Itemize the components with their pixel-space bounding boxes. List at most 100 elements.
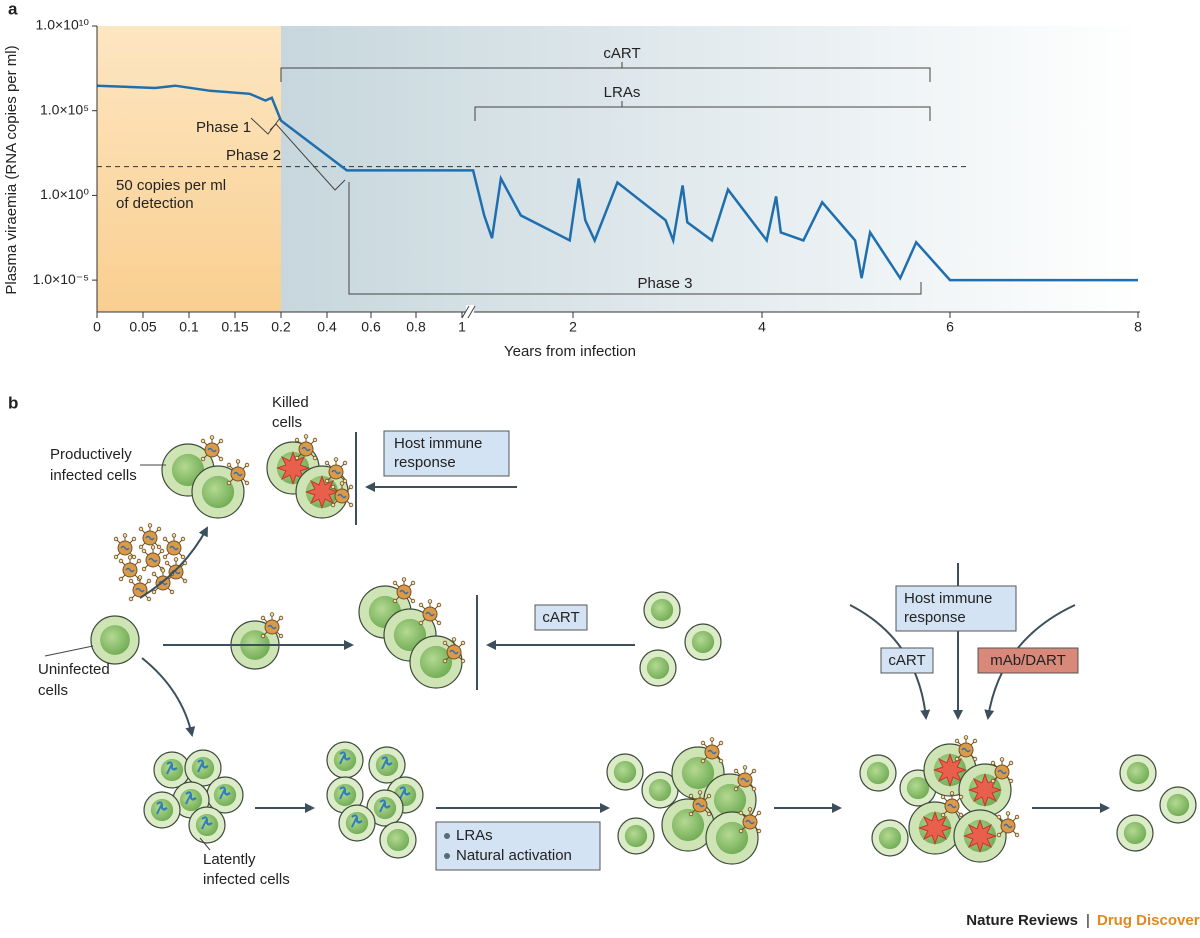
cart-bracket xyxy=(280,62,931,82)
virus-genome xyxy=(337,493,347,499)
cells xyxy=(90,434,1197,865)
virus-genome xyxy=(745,819,755,825)
virus-genome xyxy=(207,447,217,453)
virus-genome xyxy=(120,545,130,551)
virus-spike-tip xyxy=(949,791,955,796)
virus-spike-tip xyxy=(418,602,424,608)
virus-spike-tip xyxy=(131,536,137,542)
virus-spike-tip xyxy=(122,533,128,538)
virus-spike-tip xyxy=(330,502,336,508)
nucleus xyxy=(691,630,715,654)
label-box xyxy=(895,585,1017,632)
virus-spike-tip xyxy=(218,456,224,462)
virus-spike-tip xyxy=(940,794,946,800)
virus-spike-tip xyxy=(118,576,124,582)
virus-spike-tip xyxy=(392,598,398,604)
panel-label: a xyxy=(8,0,18,18)
nucleus xyxy=(713,783,747,817)
virus-genome xyxy=(125,567,135,573)
virus-spike-tip xyxy=(963,735,969,740)
virus-spike-tip xyxy=(333,457,339,462)
nucleus xyxy=(866,761,890,785)
x-tick-label: 0.4 xyxy=(317,319,337,335)
virus-spike-tip xyxy=(958,794,964,800)
death-marker xyxy=(967,772,1003,808)
virus-spike-tip xyxy=(990,778,996,784)
virus-spike-tip xyxy=(294,437,300,443)
nucleus xyxy=(191,756,215,780)
arrow xyxy=(139,526,208,599)
virus-spike-tip xyxy=(131,554,137,560)
virus-spike-tip xyxy=(138,526,144,532)
bullet xyxy=(444,853,450,859)
virus-spike-tip xyxy=(954,738,960,744)
latent-genome xyxy=(201,816,213,830)
virus-spike-tip xyxy=(990,760,996,766)
virus-genome xyxy=(449,649,459,655)
nucleus xyxy=(648,778,672,802)
death-marker xyxy=(275,450,311,486)
virus-spike-tip xyxy=(235,459,241,464)
latent-genome xyxy=(185,791,197,805)
x-tick-label: 0 xyxy=(93,319,101,335)
nucleus xyxy=(345,811,369,835)
virus-spike-tip xyxy=(260,633,266,639)
virus-spike-tip xyxy=(113,536,119,542)
virus-spike-tip xyxy=(436,620,442,626)
virus-spike-tip xyxy=(342,478,348,484)
virus-genome xyxy=(233,471,243,477)
label: cART xyxy=(888,652,925,669)
x-tick-label: 0.1 xyxy=(179,319,199,335)
virus-spike-tip xyxy=(137,575,143,580)
virus-spike-tip xyxy=(401,577,407,582)
virus-genome xyxy=(148,557,158,563)
virus-spike-tip xyxy=(1014,814,1020,820)
label: cells xyxy=(272,414,302,431)
death-marker xyxy=(962,818,998,854)
virus-spike-tip xyxy=(128,578,134,584)
virus-spike-tip xyxy=(200,456,206,462)
virus-genome xyxy=(947,803,957,809)
nucleus xyxy=(373,796,397,820)
virus-spike-tip xyxy=(173,557,179,562)
virus-spike-tip xyxy=(180,536,186,542)
y-tick-label: 1.0×10⁵ xyxy=(40,101,89,117)
phase2-bracket xyxy=(269,123,346,191)
nucleus xyxy=(160,758,184,782)
virus-spike-tip xyxy=(180,554,186,560)
virus-spike-tip xyxy=(451,637,457,642)
virus-spike-tip xyxy=(218,438,224,444)
nucleus xyxy=(375,753,399,777)
virus-spike-tip xyxy=(141,566,147,572)
virus-spike-tip xyxy=(1008,778,1014,784)
virus-spike-tip xyxy=(128,596,134,602)
nucleus xyxy=(671,808,705,842)
nucleus xyxy=(333,748,357,772)
leader-line xyxy=(199,837,211,851)
virus-genome xyxy=(707,749,717,755)
label: Natural activation xyxy=(456,847,572,864)
virus-spike-tip xyxy=(146,596,152,602)
label-box xyxy=(880,647,934,674)
nucleus xyxy=(650,598,674,622)
virus-genome xyxy=(399,589,409,595)
virus-spike-tip xyxy=(164,560,170,566)
virus-spike-tip xyxy=(162,536,168,542)
nucleus xyxy=(646,656,670,680)
nucleus xyxy=(333,783,357,807)
y-axis-label: Plasma viraemia (RNA copies per ml) xyxy=(3,45,20,294)
footer-journal: Nature Reviews xyxy=(966,912,1078,929)
x-tick-label: 0.8 xyxy=(406,319,426,335)
nucleus xyxy=(179,788,203,812)
bullet xyxy=(444,833,450,839)
virus-spike-tip xyxy=(169,589,175,595)
virus-spike-tip xyxy=(159,548,165,554)
nucleus xyxy=(419,645,453,679)
virus-spike-tip xyxy=(442,640,448,646)
label-box xyxy=(977,647,1079,674)
virus-spike-tip xyxy=(958,812,964,818)
nucleus xyxy=(150,798,174,822)
virus-spike-tip xyxy=(200,438,206,444)
virus-spike-tip xyxy=(1014,832,1020,838)
